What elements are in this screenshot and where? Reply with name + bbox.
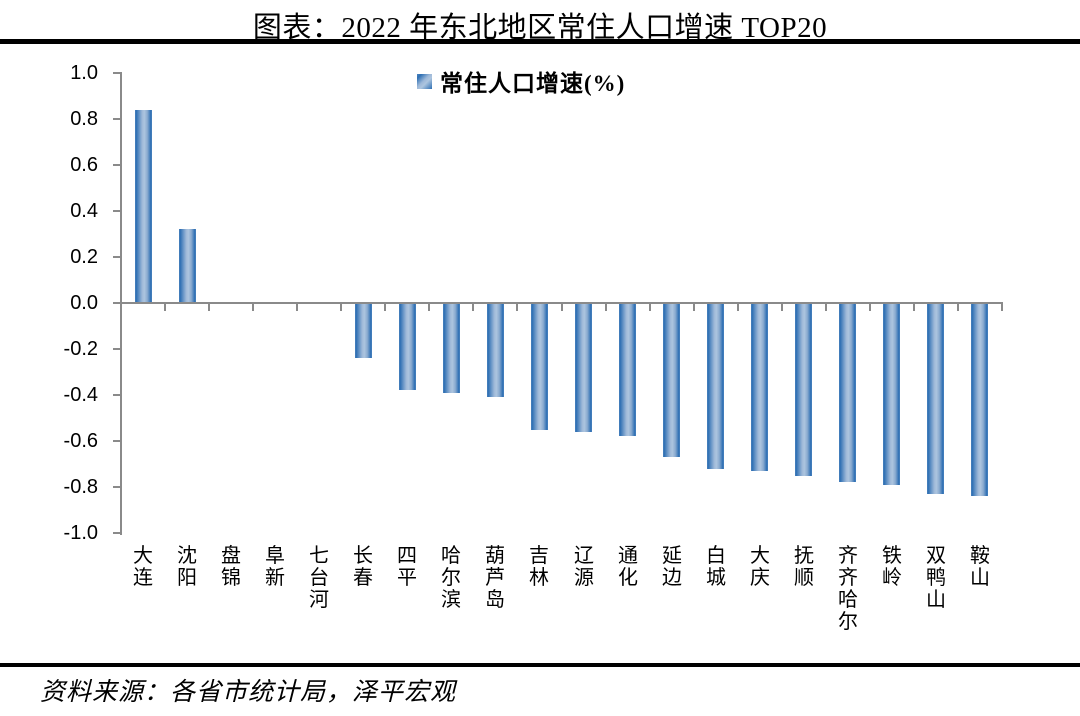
x-label-长春: 长春 (353, 545, 373, 589)
bar-鞍山 (971, 304, 988, 496)
y-tick-mark (113, 118, 121, 120)
y-tick-label: 0.6 (70, 154, 98, 176)
x-label-哈尔滨: 哈尔滨 (441, 545, 461, 611)
x-tick-mark (208, 304, 210, 311)
x-label-延边: 延边 (662, 545, 682, 589)
source-note: 资料来源：各省市统计局，泽平宏观 (40, 679, 457, 706)
bar-铁岭 (883, 304, 900, 485)
x-tick-mark (913, 304, 915, 311)
x-label-双鸭山: 双鸭山 (926, 545, 946, 611)
x-label-四平: 四平 (397, 545, 417, 589)
x-tick-mark (693, 304, 695, 311)
x-label-七台河: 七台河 (309, 545, 329, 611)
y-tick-mark (113, 394, 121, 396)
bar-白城 (707, 304, 724, 469)
y-tick-mark (113, 72, 121, 74)
bar-辽源 (575, 304, 592, 432)
y-tick-label: 1.0 (70, 62, 98, 84)
x-label-鞍山: 鞍山 (970, 545, 990, 589)
x-tick-mark (252, 304, 254, 311)
x-tick-mark (605, 304, 607, 311)
y-tick-label: 0.0 (70, 292, 98, 314)
y-tick-label: 0.8 (70, 108, 98, 130)
y-tick-mark (113, 532, 121, 534)
x-label-大庆: 大庆 (750, 545, 770, 589)
y-tick-mark (113, 348, 121, 350)
y-tick-label: -0.4 (63, 384, 98, 406)
x-tick-mark (649, 304, 651, 311)
y-tick-label: -1.0 (63, 522, 98, 544)
x-label-盘锦: 盘锦 (221, 545, 241, 589)
x-tick-mark (869, 304, 871, 311)
top-divider (0, 39, 1080, 44)
x-tick-mark (825, 304, 827, 311)
x-tick-mark (296, 304, 298, 311)
y-tick-mark (113, 440, 121, 442)
bar-大庆 (751, 304, 768, 471)
y-tick-label: -0.6 (63, 430, 98, 452)
x-label-铁岭: 铁岭 (882, 545, 902, 589)
bar-抚顺 (795, 304, 812, 476)
x-axis-zero-line (113, 302, 1003, 304)
x-label-齐齐哈尔: 齐齐哈尔 (838, 545, 858, 633)
y-tick-label: 0.4 (70, 200, 98, 222)
chart-title: 图表：2022 年东北地区常住人口增速 TOP20 (252, 12, 828, 44)
y-tick-mark (113, 302, 121, 304)
y-tick-label: -0.2 (63, 338, 98, 360)
x-label-辽源: 辽源 (574, 545, 594, 589)
bar-长春 (355, 304, 372, 358)
x-tick-mark (472, 304, 474, 311)
bar-大连 (135, 110, 152, 302)
x-tick-mark (340, 304, 342, 311)
x-label-白城: 白城 (706, 545, 726, 589)
x-tick-mark (384, 304, 386, 311)
bar-延边 (663, 304, 680, 457)
bar-齐齐哈尔 (839, 304, 856, 482)
x-label-葫芦岛: 葫芦岛 (485, 545, 505, 611)
x-label-吉林: 吉林 (529, 545, 549, 589)
bottom-divider (0, 663, 1080, 667)
legend-label: 常住人口增速(%) (440, 71, 626, 96)
bar-沈阳 (179, 229, 196, 302)
x-label-通化: 通化 (618, 545, 638, 589)
x-tick-mark (781, 304, 783, 311)
bar-哈尔滨 (443, 304, 460, 393)
x-label-大连: 大连 (133, 545, 153, 589)
x-tick-mark (516, 304, 518, 311)
y-tick-mark (113, 486, 121, 488)
x-tick-mark (1001, 304, 1003, 311)
y-tick-mark (113, 164, 121, 166)
bar-四平 (399, 304, 416, 390)
x-tick-mark (164, 304, 166, 311)
bar-通化 (619, 304, 636, 436)
y-tick-mark (113, 210, 121, 212)
x-label-阜新: 阜新 (265, 545, 285, 589)
x-label-抚顺: 抚顺 (794, 545, 814, 589)
bar-葫芦岛 (487, 304, 504, 397)
x-tick-mark (428, 304, 430, 311)
x-tick-mark (561, 304, 563, 311)
legend-swatch-icon (417, 73, 432, 89)
legend: 常住人口增速(%) (417, 64, 625, 98)
bar-吉林 (531, 304, 548, 430)
y-tick-label: 0.2 (70, 246, 98, 268)
bar-双鸭山 (927, 304, 944, 494)
x-tick-mark (737, 304, 739, 311)
x-tick-mark (957, 304, 959, 311)
x-label-沈阳: 沈阳 (177, 545, 197, 589)
y-tick-label: -0.8 (63, 476, 98, 498)
x-tick-mark (120, 304, 122, 311)
y-tick-mark (113, 256, 121, 258)
